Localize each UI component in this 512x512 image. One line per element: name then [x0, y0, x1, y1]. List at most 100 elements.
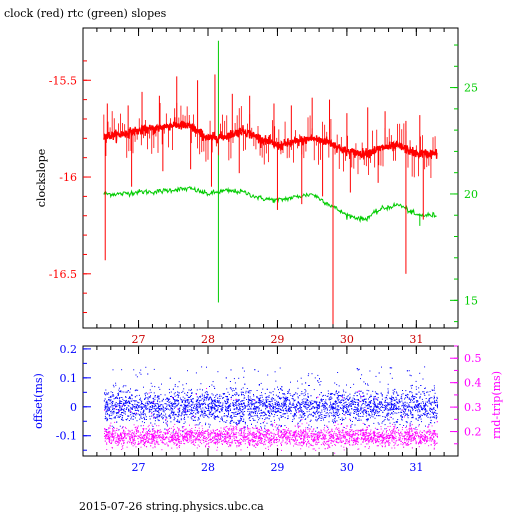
offset-point — [113, 405, 115, 407]
offset-point — [385, 409, 387, 411]
offset-point — [292, 403, 294, 405]
offset-point — [434, 387, 435, 389]
offset-point — [293, 418, 295, 420]
offset-point — [171, 408, 173, 409]
offset-point — [253, 395, 255, 397]
offset-point — [206, 393, 208, 395]
offset-point — [221, 409, 223, 411]
offset-point — [201, 393, 203, 395]
offset-point — [160, 394, 162, 396]
offset-point — [243, 420, 245, 422]
offset-point — [364, 424, 366, 426]
offset-point — [428, 400, 430, 402]
offset-point — [431, 389, 433, 391]
offset-point — [302, 417, 304, 419]
offset-point — [262, 399, 264, 401]
offset-point — [391, 409, 393, 411]
offset-point — [285, 404, 287, 406]
offset-point — [149, 389, 151, 391]
rndtrip-point — [241, 434, 243, 436]
offset-point — [153, 411, 155, 412]
offset-point — [181, 400, 183, 402]
offset-point — [299, 403, 301, 405]
offset-point — [422, 378, 424, 380]
offset-point — [223, 397, 225, 399]
offset-point — [370, 400, 372, 402]
offset-point — [266, 396, 268, 398]
offset-point — [192, 403, 194, 405]
offset-point — [201, 414, 203, 416]
rndtrip-point — [319, 431, 321, 433]
offset-point — [242, 387, 244, 389]
offset-point — [334, 420, 336, 422]
offset-point — [140, 369, 142, 371]
offset-point — [302, 411, 304, 412]
offset-point — [167, 425, 168, 427]
offset-point — [114, 403, 116, 405]
offset-point — [257, 407, 259, 409]
offset-point — [415, 426, 417, 428]
offset-point — [391, 367, 393, 369]
offset-point — [252, 415, 254, 417]
offset-point — [278, 397, 280, 399]
offset-point — [425, 411, 427, 412]
offset-point — [224, 402, 226, 404]
offset-point — [427, 412, 429, 414]
rndtrip-point — [124, 426, 126, 428]
offset-point — [277, 409, 279, 411]
offset-point — [173, 398, 174, 400]
rndtrip-point — [388, 442, 390, 444]
offset-point — [329, 401, 331, 403]
offset-point — [157, 399, 159, 401]
rndtrip-point — [247, 442, 249, 443]
offset-point — [316, 407, 318, 409]
offset-point — [316, 401, 318, 403]
offset-point — [404, 415, 406, 416]
offset-point — [108, 406, 110, 408]
offset-point — [252, 408, 254, 410]
offset-point — [282, 396, 284, 398]
offset-point — [419, 415, 421, 417]
offset-point — [115, 382, 117, 384]
offset-point — [127, 390, 129, 392]
offset-point — [167, 400, 169, 402]
offset-point — [248, 398, 249, 400]
offset-point — [208, 417, 210, 419]
offset-point — [199, 406, 201, 408]
offset-point — [306, 408, 308, 410]
offset-point — [212, 401, 213, 403]
offset-point — [430, 402, 432, 404]
offset-point — [295, 410, 297, 412]
offset-point — [131, 408, 133, 410]
offset-point — [127, 415, 129, 417]
rndtrip-point — [187, 430, 189, 432]
offset-point — [156, 397, 158, 399]
offset-point — [284, 404, 286, 406]
offset-point — [277, 407, 279, 409]
offset-point — [247, 401, 249, 403]
offset-point — [357, 411, 359, 412]
offset-point — [434, 400, 435, 402]
offset-point — [116, 403, 118, 405]
offset-point — [290, 410, 292, 412]
offset-point — [346, 384, 347, 386]
offset-point — [281, 404, 283, 406]
offset-point — [226, 410, 228, 411]
offset-point — [166, 409, 167, 410]
offset-point — [249, 400, 251, 401]
offset-point — [381, 406, 383, 408]
offset-point — [285, 410, 287, 412]
offset-point — [164, 415, 166, 417]
offset-point — [388, 392, 389, 394]
offset-point — [300, 377, 302, 379]
offset-point — [137, 406, 139, 408]
offset-point — [117, 395, 119, 396]
offset-point — [144, 422, 145, 424]
offset-point — [407, 417, 409, 419]
offset-point — [354, 398, 355, 400]
offset-point — [328, 421, 330, 423]
offset-point — [206, 410, 208, 411]
offset-point — [348, 405, 350, 407]
rndtrip-point — [435, 442, 437, 444]
offset-point — [147, 373, 149, 375]
